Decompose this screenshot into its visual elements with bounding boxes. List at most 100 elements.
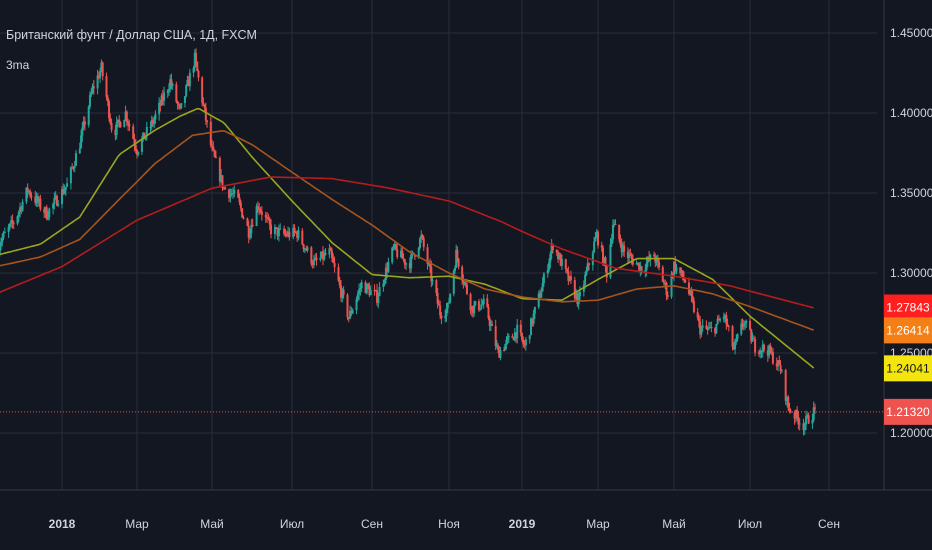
candle	[780, 369, 783, 374]
candle-body	[469, 293, 472, 311]
candle	[692, 297, 695, 314]
candle	[469, 292, 472, 315]
candle	[100, 59, 103, 73]
candle	[125, 110, 128, 127]
candle	[470, 306, 473, 317]
candle	[618, 224, 621, 243]
candle	[256, 201, 259, 214]
candle-body	[99, 71, 102, 78]
candle	[665, 281, 668, 301]
candle	[91, 83, 94, 95]
candle	[214, 150, 217, 159]
candle-body	[594, 237, 597, 242]
candle	[238, 193, 241, 206]
candle-body	[266, 217, 269, 219]
candle-body	[807, 415, 810, 424]
candle-body	[310, 247, 313, 264]
candle-body	[197, 70, 200, 78]
candle-body	[757, 352, 760, 354]
candle-body	[601, 247, 604, 265]
candle-body	[663, 281, 666, 284]
candle-body	[533, 306, 536, 314]
candle	[115, 116, 118, 140]
candle-body	[401, 250, 404, 259]
candle-body	[605, 266, 608, 278]
candle	[176, 100, 179, 110]
time-tick-label: Май	[662, 517, 686, 531]
candle	[597, 230, 599, 249]
candle-body	[734, 341, 737, 350]
candle-body	[523, 344, 526, 346]
candle-body	[593, 241, 596, 253]
candle	[78, 142, 81, 154]
candle-body	[96, 75, 99, 89]
candle	[0, 240, 1, 258]
candle	[29, 188, 32, 199]
candle	[759, 347, 762, 359]
candle-body	[314, 257, 317, 261]
candle-body	[48, 208, 51, 218]
candle	[498, 345, 501, 358]
candle-body	[462, 280, 465, 283]
candle	[505, 336, 508, 350]
candle-body	[506, 337, 509, 340]
price-tag: 1.26414	[884, 317, 932, 344]
candle-body	[448, 302, 450, 304]
candle	[48, 207, 51, 221]
candle	[239, 199, 242, 212]
candle-body	[176, 101, 179, 104]
candle-body	[21, 201, 24, 211]
candle	[707, 322, 710, 331]
candle	[521, 332, 523, 343]
candle-body	[430, 266, 433, 282]
candle	[568, 275, 571, 282]
indicator-label[interactable]: 3ma	[6, 58, 30, 72]
candle-body	[287, 231, 290, 236]
candle-body	[237, 189, 240, 198]
candle-body	[480, 304, 483, 309]
candle	[30, 192, 33, 201]
candle-body	[213, 150, 216, 157]
candle-body	[294, 232, 297, 234]
candle	[479, 308, 482, 311]
candle	[180, 103, 183, 110]
candle	[613, 219, 616, 228]
candle-body	[759, 350, 762, 354]
symbol-title[interactable]: Британский фунт / Доллар США, 1Д, FXCM	[6, 28, 257, 42]
candle	[20, 205, 23, 215]
candle	[522, 336, 525, 348]
candle-body	[143, 132, 146, 140]
candle	[302, 243, 305, 253]
candle-body	[486, 298, 489, 307]
candle	[528, 334, 531, 344]
time-tick-label: 2019	[509, 517, 536, 531]
candle	[619, 234, 622, 248]
moving-average-line-2	[0, 129, 814, 331]
candle	[421, 233, 424, 240]
candle-body	[628, 254, 631, 258]
candle	[752, 335, 755, 340]
candle	[761, 340, 764, 358]
candle-body	[431, 280, 434, 282]
candle	[142, 132, 145, 142]
candle	[97, 71, 100, 79]
candle	[57, 200, 60, 208]
candle-body	[109, 118, 112, 124]
candle	[507, 333, 510, 344]
candle	[477, 298, 480, 312]
candle	[128, 120, 131, 132]
candle	[74, 149, 77, 166]
candle	[391, 246, 394, 265]
price-tag-bg	[884, 398, 932, 425]
candle	[306, 245, 309, 253]
candle	[716, 315, 719, 326]
candle	[549, 251, 552, 269]
candle	[775, 357, 778, 371]
candle	[576, 292, 579, 308]
candle	[706, 326, 709, 335]
candle-body	[315, 257, 318, 260]
candle-body	[127, 121, 130, 125]
candle-body	[105, 76, 108, 98]
candle	[83, 116, 86, 131]
